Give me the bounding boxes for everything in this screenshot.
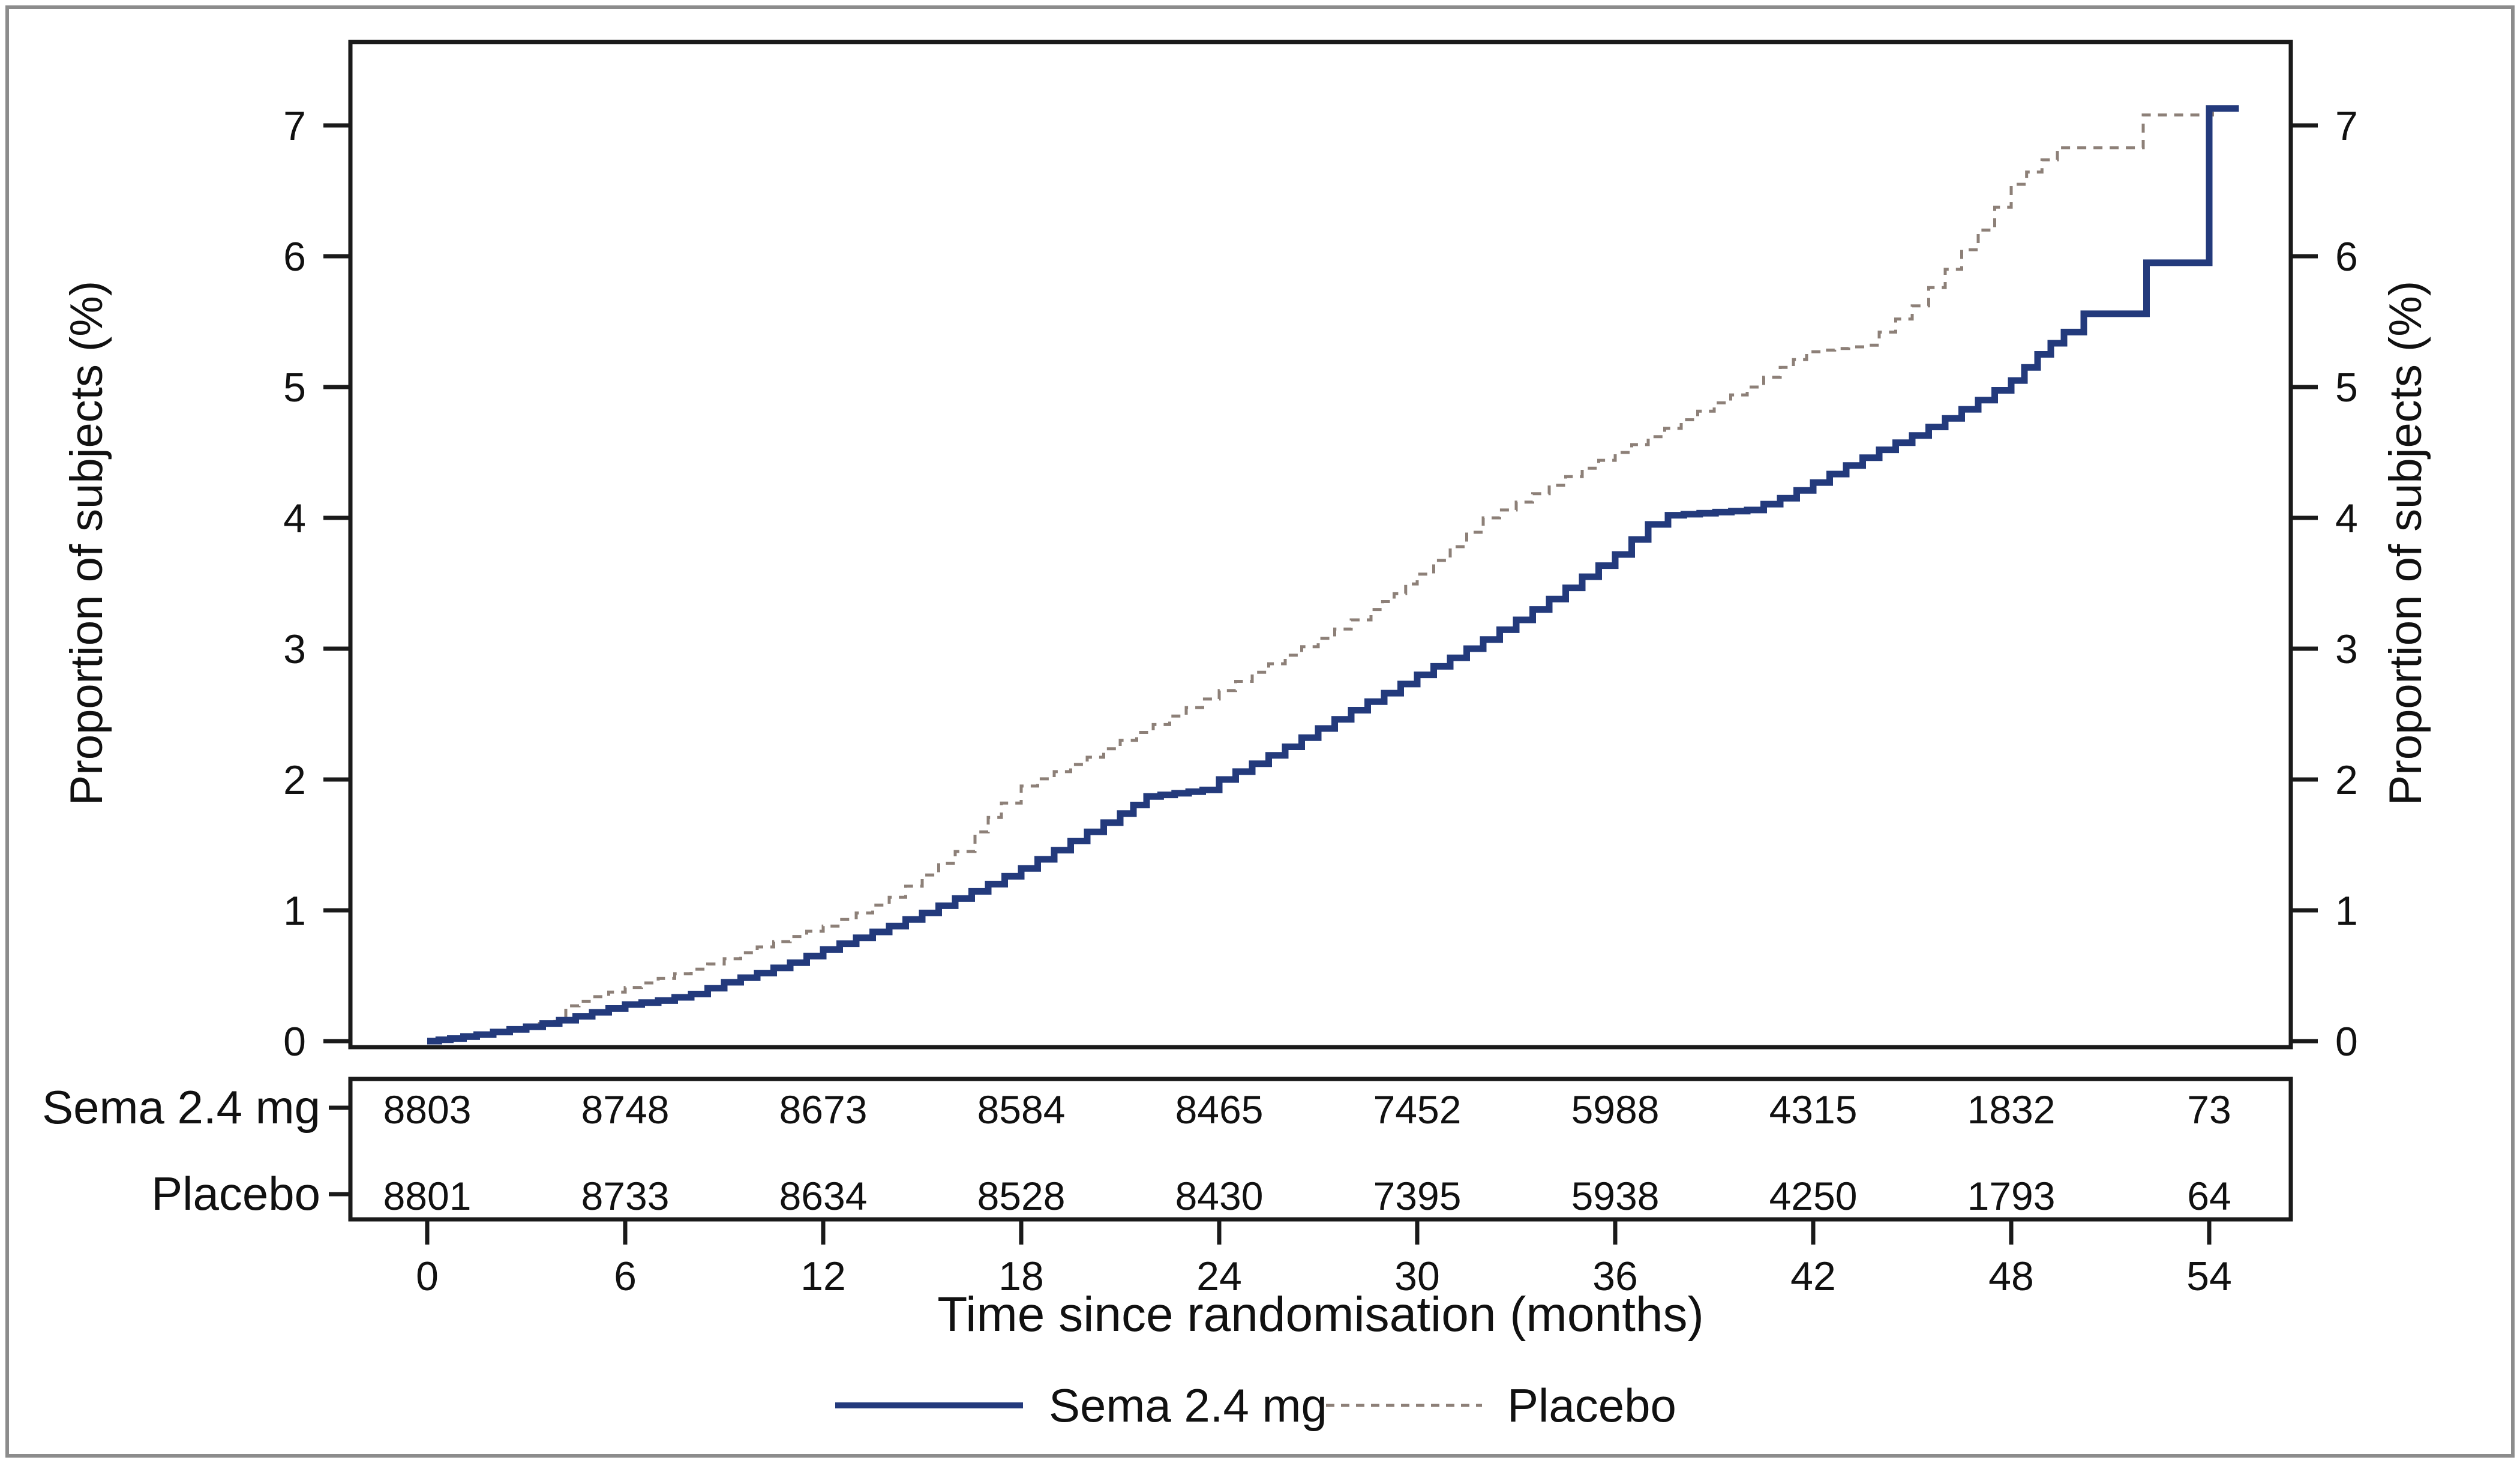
y-tick-label-left-7: 7	[283, 103, 306, 149]
risk-count-placebo-m12: 8634	[779, 1174, 868, 1218]
x-tick-label-48: 48	[1988, 1254, 2034, 1299]
risk-count-placebo-m48: 1793	[1967, 1174, 2056, 1218]
y-tick-label-left-0: 0	[283, 1019, 306, 1065]
legend-sema-label: Sema 2.4 mg	[1049, 1379, 1327, 1432]
risk-count-placebo-m36: 5938	[1571, 1174, 1660, 1218]
plot-frame	[348, 40, 2293, 1050]
x-tick-label-12: 12	[800, 1254, 846, 1299]
y-axis-label-left: Proportion of subjects (%)	[61, 281, 112, 805]
x-tick-label-30: 30	[1394, 1254, 1440, 1299]
y-tick-label-left-2: 2	[283, 757, 306, 803]
risk-count-sema-m42: 4315	[1769, 1087, 1858, 1132]
figure-border	[5, 5, 2515, 1458]
risk-count-sema-m54: 73	[2187, 1087, 2231, 1132]
risk-count-placebo-m24: 8430	[1175, 1174, 1264, 1218]
y-axis-left-ticks: 0 1 2 3 4 5 6 7	[283, 103, 350, 1065]
y-tick-label-right-6: 6	[2335, 234, 2358, 280]
x-tick-label-24: 24	[1196, 1254, 1242, 1299]
y-tick-label-left-3: 3	[283, 626, 306, 672]
risk-count-placebo-m18: 8528	[977, 1174, 1066, 1218]
y-tick-label-left-4: 4	[283, 496, 306, 541]
risk-row-placebo-label: Placebo	[151, 1167, 320, 1220]
risk-count-sema-m30: 7452	[1373, 1087, 1462, 1132]
risk-count-sema-m6: 8748	[581, 1087, 670, 1132]
risk-count-placebo-m42: 4250	[1769, 1174, 1858, 1218]
x-tick-label-18: 18	[998, 1254, 1044, 1299]
risk-count-sema-m36: 5988	[1571, 1087, 1660, 1132]
risk-row-sema-label: Sema 2.4 mg	[42, 1081, 320, 1134]
risk-count-placebo-m0: 8801	[383, 1174, 472, 1218]
y-tick-label-right-2: 2	[2335, 757, 2358, 803]
risk-count-sema-m24: 8465	[1175, 1087, 1264, 1132]
risk-count-sema-m18: 8584	[977, 1087, 1066, 1132]
legend: Sema 2.4 mg Placebo	[835, 1379, 1676, 1432]
risk-count-placebo-m6: 8733	[581, 1174, 670, 1218]
placebo-curve	[427, 107, 2239, 1043]
x-axis-label: Time since randomisation (months)	[937, 1287, 1704, 1342]
sema-curve	[427, 105, 2239, 1045]
y-tick-label-right-4: 4	[2335, 496, 2358, 541]
risk-count-placebo-m30: 7395	[1373, 1174, 1462, 1218]
y-tick-label-left-5: 5	[283, 365, 306, 410]
x-tick-label-0: 0	[416, 1254, 439, 1299]
y-tick-label-right-0: 0	[2335, 1019, 2358, 1065]
risk-table-box	[348, 1077, 2293, 1222]
risk-count-placebo-m54: 64	[2187, 1174, 2231, 1218]
y-tick-label-right-1: 1	[2335, 888, 2358, 934]
x-axis-ticks: 0 6 12 18 24 30 36 42 48 54	[416, 1219, 2232, 1299]
risk-count-sema-m48: 1832	[1967, 1087, 2056, 1132]
legend-placebo-label: Placebo	[1507, 1379, 1676, 1432]
y-axis-label-right: Proportion of subjects (%)	[2380, 281, 2431, 805]
risk-count-sema-m0: 8803	[383, 1087, 472, 1132]
y-tick-label-left-6: 6	[283, 234, 306, 280]
y-tick-label-right-7: 7	[2335, 103, 2358, 149]
x-tick-label-36: 36	[1592, 1254, 1638, 1299]
x-tick-label-54: 54	[2186, 1254, 2232, 1299]
risk-count-sema-m12: 8673	[779, 1087, 868, 1132]
y-tick-label-right-3: 3	[2335, 626, 2358, 672]
y-tick-label-left-1: 1	[283, 888, 306, 934]
x-tick-label-42: 42	[1790, 1254, 1836, 1299]
y-axis-right-ticks: 0 1 2 3 4 5 6 7	[2291, 103, 2358, 1065]
y-tick-label-right-5: 5	[2335, 365, 2358, 410]
risk-table-numbers: 8803 8748 8673 8584 8465 7452 5988 4315 1832 73 88…	[383, 1087, 2231, 1218]
x-tick-label-6: 6	[614, 1254, 637, 1299]
